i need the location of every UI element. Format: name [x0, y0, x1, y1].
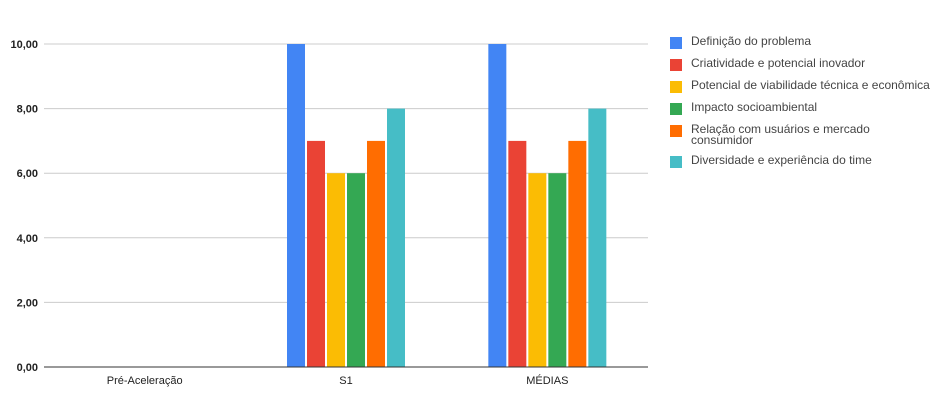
bar: [488, 44, 507, 367]
legend-swatch: [670, 125, 682, 137]
bar: [327, 173, 345, 367]
bar: [508, 140, 527, 367]
bar: [367, 140, 385, 367]
legend-item: Criatividade e potencial inovador: [670, 56, 930, 71]
legend: Definição do problema Criatividade e pote…: [670, 34, 930, 177]
y-tick-label: 2,00: [17, 297, 38, 309]
bar: [568, 140, 587, 367]
bar: [548, 173, 567, 367]
bar: [287, 44, 305, 367]
x-tick-label: Pré-Aceleração: [107, 375, 183, 387]
x-tick-label: MÉDIAS: [526, 374, 568, 387]
legend-label: Definição do problema: [691, 34, 812, 48]
bar: [347, 173, 365, 367]
legend-swatch: [670, 59, 682, 71]
bar: [307, 140, 325, 367]
legend-label: Impacto socioambiental: [691, 100, 818, 114]
legend-label: Diversidade e experiência do time: [691, 153, 872, 167]
bar: [528, 173, 547, 367]
legend-label: Relação com usuários e mercado consumido…: [691, 122, 870, 147]
legend-swatch: [670, 37, 682, 49]
legend-swatch: [670, 81, 682, 93]
y-tick-label: 8,00: [17, 104, 38, 116]
y-tick-label: 10,00: [10, 39, 38, 51]
legend-label: Potencial de viabilidade técnica e econô…: [691, 78, 930, 92]
bar: [588, 108, 607, 367]
x-axis-tick-labels: Pré-Aceleração S1 MÉDIAS: [107, 374, 569, 387]
legend-item: Definição do problema: [670, 34, 930, 49]
y-axis-tick-labels: 0,00 2,00 4,00 6,00 8,00 10,00: [10, 39, 38, 374]
legend-swatch: [670, 156, 682, 168]
bar: [387, 108, 405, 367]
legend-label: Criatividade e potencial inovador: [691, 56, 866, 70]
legend-item: Diversidade e experiência do time: [670, 153, 930, 168]
x-tick-label: S1: [339, 375, 352, 387]
bars: [44, 44, 648, 368]
legend-item: Impacto socioambiental: [670, 100, 930, 115]
legend-item: Potencial de viabilidade técnica e econô…: [670, 78, 930, 93]
y-tick-label: 0,00: [17, 362, 38, 374]
legend-item: Relação com usuários e mercado consumido…: [670, 122, 930, 147]
y-tick-label: 4,00: [17, 233, 38, 245]
legend-swatch: [670, 103, 682, 115]
y-tick-label: 6,00: [17, 168, 38, 180]
